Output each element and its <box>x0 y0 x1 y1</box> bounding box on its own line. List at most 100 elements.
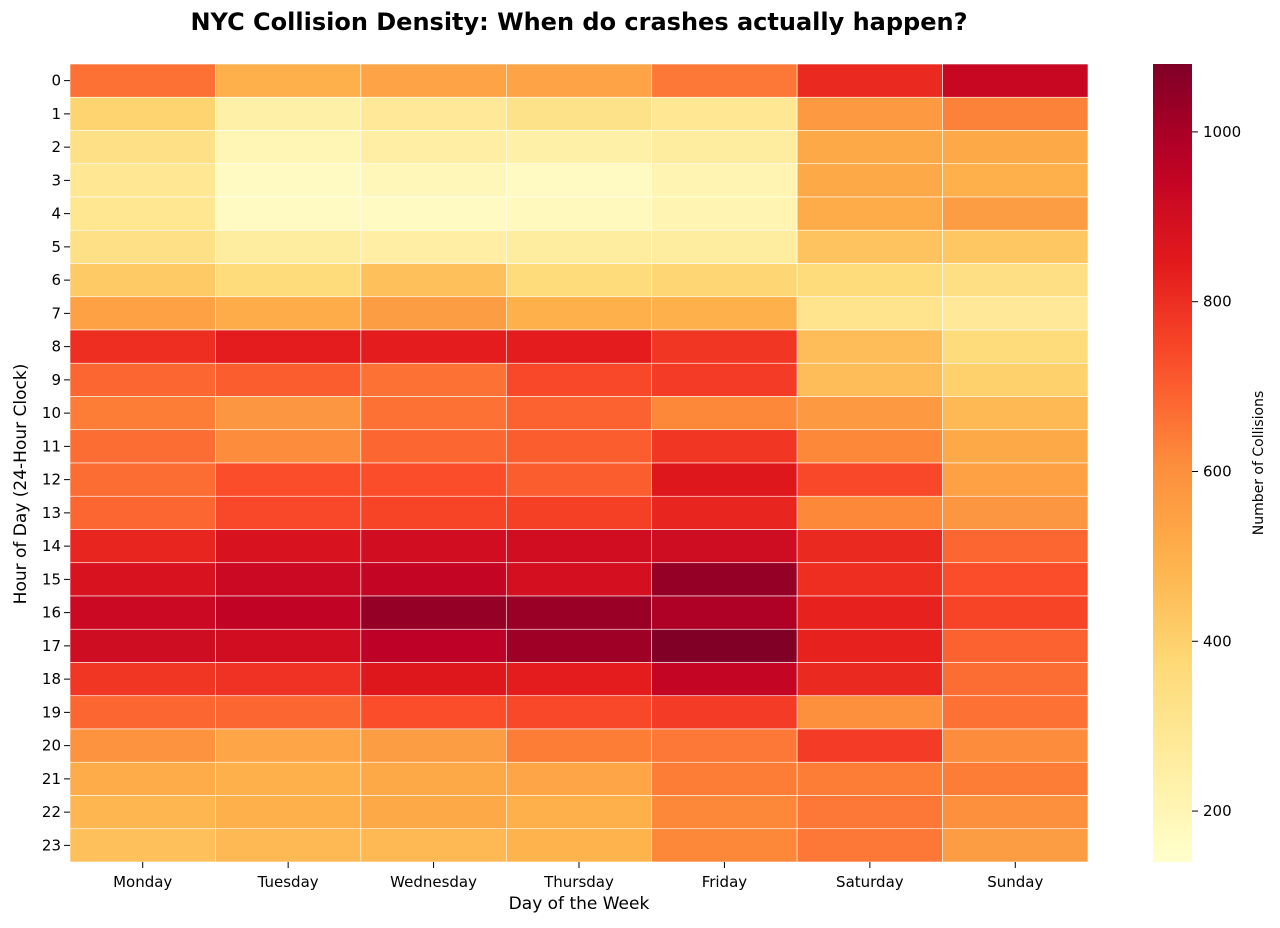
heatmap-cell <box>505 662 653 697</box>
heatmap-cell <box>942 595 1089 630</box>
heatmap-cell <box>69 396 216 431</box>
heatmap-cell <box>505 495 653 530</box>
heatmap-cell <box>69 63 216 98</box>
y-tick-label: 9 <box>51 371 61 389</box>
y-tick-label: 13 <box>42 504 61 522</box>
y-tick-label: 3 <box>51 171 61 189</box>
heatmap-cell <box>651 196 798 231</box>
heatmap-cell <box>505 529 653 564</box>
heatmap-cell <box>796 229 943 264</box>
heatmap-cell <box>505 263 653 298</box>
heatmap-cell <box>796 662 943 697</box>
y-tick-label: 18 <box>42 670 61 688</box>
heatmap-cell <box>69 728 216 763</box>
heatmap-cell <box>69 828 216 863</box>
heatmap-cell <box>796 828 943 863</box>
heatmap-cell <box>360 263 507 298</box>
heatmap-cell <box>651 662 798 697</box>
y-tick-label: 6 <box>51 271 61 289</box>
heatmap-cell <box>69 296 216 331</box>
heatmap-cell <box>69 795 216 830</box>
heatmap-cell <box>505 628 653 663</box>
y-tick-label: 7 <box>51 304 61 322</box>
heatmap-cell <box>360 795 507 830</box>
heatmap-cell <box>360 662 507 697</box>
heatmap-cell <box>942 728 1089 763</box>
colorbar-tick-label: 800 <box>1203 293 1232 311</box>
heatmap-cell <box>651 130 798 165</box>
heatmap-cell <box>69 628 216 663</box>
heatmap-cell <box>505 163 653 198</box>
heatmap-cells <box>69 63 1089 863</box>
heatmap-cell <box>651 296 798 331</box>
heatmap-cell <box>69 196 216 231</box>
heatmap-cell <box>796 96 943 131</box>
heatmap-cell <box>942 628 1089 663</box>
heatmap-cell <box>796 628 943 663</box>
heatmap-cell <box>505 63 653 98</box>
heatmap-cell <box>651 396 798 431</box>
heatmap-cell <box>942 296 1089 331</box>
heatmap-cell <box>215 562 362 597</box>
heatmap-cell <box>796 163 943 198</box>
heatmap-cell <box>215 263 362 298</box>
heatmap-cell <box>942 828 1089 863</box>
heatmap-cell <box>69 163 216 198</box>
heatmap-cell <box>360 761 507 796</box>
heatmap-cell <box>505 761 653 796</box>
heatmap-cell <box>942 63 1089 98</box>
heatmap-cell <box>360 130 507 165</box>
y-tick-label: 1 <box>51 105 61 123</box>
heatmap-cell <box>942 529 1089 564</box>
heatmap-cell <box>796 329 943 364</box>
heatmap-cell <box>360 529 507 564</box>
heatmap-cell <box>942 196 1089 231</box>
y-tick-label: 2 <box>51 138 61 156</box>
heatmap-cell <box>360 562 507 597</box>
y-tick-label: 14 <box>42 537 61 555</box>
heatmap-cell <box>651 96 798 131</box>
heatmap-cell <box>505 562 653 597</box>
y-tick-label: 20 <box>42 737 61 755</box>
x-tick-label: Thursday <box>543 873 614 891</box>
heatmap-cell <box>505 296 653 331</box>
heatmap-cell <box>360 595 507 630</box>
y-tick-label: 4 <box>51 205 61 223</box>
heatmap-cell <box>942 495 1089 530</box>
heatmap-cell <box>360 396 507 431</box>
heatmap-cell <box>796 562 943 597</box>
heatmap-cell <box>796 396 943 431</box>
heatmap-cell <box>651 529 798 564</box>
heatmap-cell <box>942 130 1089 165</box>
heatmap-cell <box>651 828 798 863</box>
heatmap-cell <box>651 695 798 730</box>
heatmap-cell <box>796 362 943 397</box>
chart-title: NYC Collision Density: When do crashes a… <box>190 8 968 36</box>
heatmap-cell <box>360 96 507 131</box>
y-tick-label: 23 <box>42 836 61 854</box>
heatmap-cell <box>69 462 216 497</box>
heatmap-cell <box>942 429 1089 464</box>
heatmap-cell <box>505 462 653 497</box>
heatmap-cell <box>505 828 653 863</box>
heatmap-cell <box>505 795 653 830</box>
heatmap-cell <box>505 96 653 131</box>
heatmap-cell <box>215 196 362 231</box>
y-tick-label: 19 <box>42 703 61 721</box>
heatmap-cell <box>69 329 216 364</box>
heatmap-cell <box>69 595 216 630</box>
heatmap-cell <box>360 163 507 198</box>
heatmap-cell <box>796 695 943 730</box>
x-axis-label: Day of the Week <box>508 894 650 914</box>
heatmap-cell <box>796 728 943 763</box>
colorbar-tick-label: 200 <box>1203 802 1232 820</box>
heatmap-cell <box>215 828 362 863</box>
heatmap-cell <box>796 761 943 796</box>
heatmap-cell <box>215 628 362 663</box>
heatmap-cell <box>942 695 1089 730</box>
heatmap-cell <box>505 728 653 763</box>
heatmap-cell <box>942 462 1089 497</box>
heatmap-cell <box>796 429 943 464</box>
